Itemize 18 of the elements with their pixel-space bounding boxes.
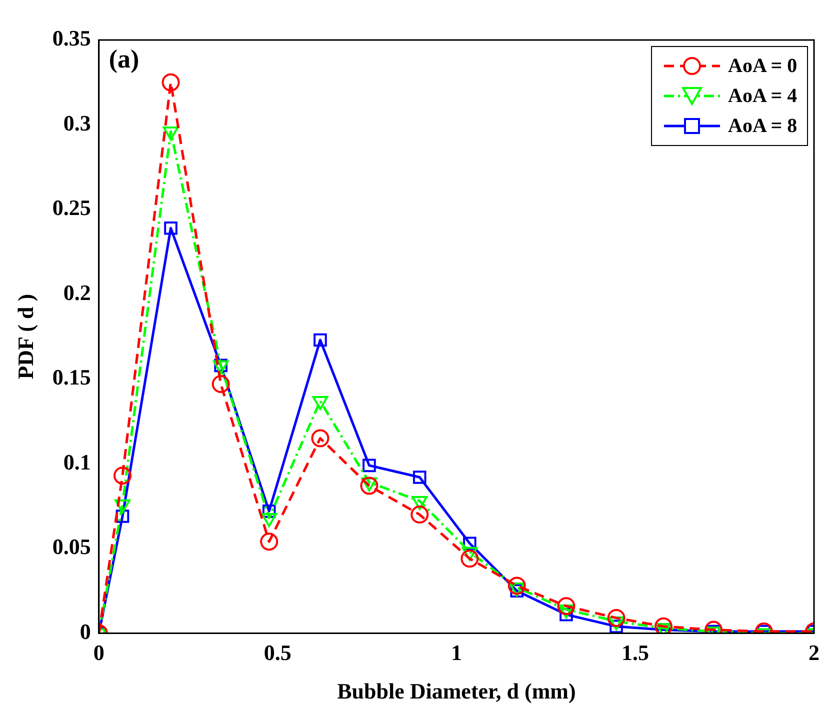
y-axis-title: PDF ( d ) xyxy=(12,294,38,380)
y-tick-label: 0.15 xyxy=(52,364,91,390)
annotation: (a) xyxy=(108,44,140,74)
x-axis-title: Bubble Diameter, d (mm) xyxy=(337,678,576,704)
y-tick-label: 0 xyxy=(80,618,91,644)
y-tick-label: 0.2 xyxy=(63,280,91,305)
y-tick-label: 0.25 xyxy=(52,195,91,220)
y-tick-label: 0.3 xyxy=(63,110,91,136)
y-tick-label: 0.05 xyxy=(52,534,91,560)
y-tick-label: 0.1 xyxy=(63,449,91,474)
x-tick-label: 2 xyxy=(808,640,820,666)
x-tick-label: 0.5 xyxy=(264,640,292,666)
legend-label: AoA = 8 xyxy=(728,114,798,138)
x-tick-label: 1.5 xyxy=(621,640,649,666)
x-tick-label: 1 xyxy=(450,640,462,666)
legend-label: AoA = 4 xyxy=(728,84,798,108)
y-tick-label: 0.35 xyxy=(52,26,91,51)
legend-label: AoA = 0 xyxy=(728,54,798,78)
